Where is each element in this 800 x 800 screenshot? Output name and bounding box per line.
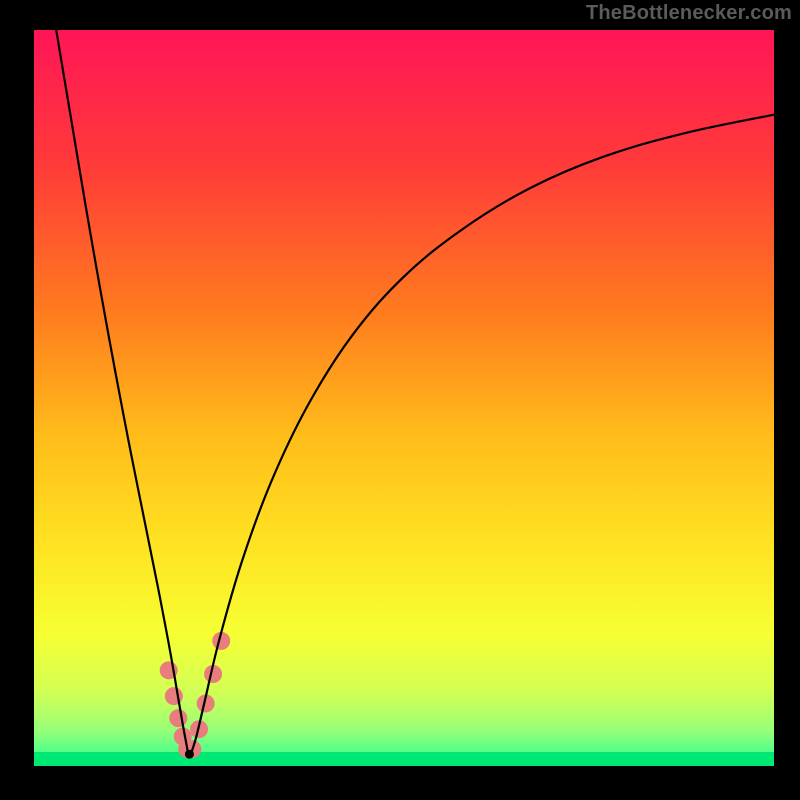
chart-frame: TheBottlenecker.com bbox=[0, 0, 800, 800]
watermark-text: TheBottlenecker.com bbox=[586, 2, 792, 25]
marker-dot bbox=[169, 709, 187, 727]
bottleneck-curve-chart bbox=[34, 30, 774, 766]
bottleneck-curve bbox=[56, 30, 774, 754]
minimum-point-marker bbox=[185, 750, 194, 759]
plot-area bbox=[34, 30, 774, 766]
marker-dot bbox=[165, 687, 183, 705]
